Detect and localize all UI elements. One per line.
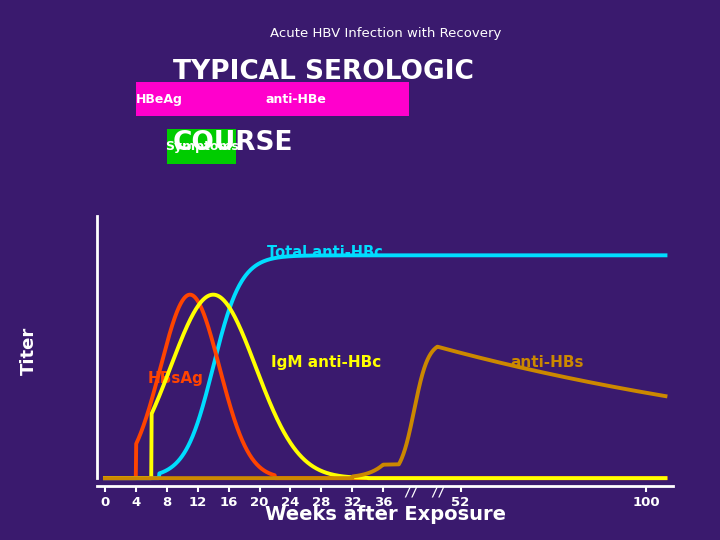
Bar: [136, 82, 182, 117]
Text: Symptoms: Symptoms: [165, 140, 238, 153]
Text: Titer: Titer: [19, 327, 38, 375]
Text: Acute HBV Infection with Recovery: Acute HBV Infection with Recovery: [269, 27, 501, 40]
Text: //: //: [402, 485, 418, 498]
Text: COURSE: COURSE: [173, 130, 293, 156]
Text: TYPICAL SEROLOGIC: TYPICAL SEROLOGIC: [173, 59, 474, 85]
Text: HBsAg: HBsAg: [148, 371, 203, 386]
Text: //: //: [430, 485, 445, 498]
Text: Weeks after Exposure: Weeks after Exposure: [265, 505, 505, 524]
Text: HBeAg: HBeAg: [135, 93, 182, 106]
Text: Total anti-HBc: Total anti-HBc: [267, 245, 383, 260]
Bar: [167, 130, 236, 164]
Text: IgM anti-HBc: IgM anti-HBc: [271, 355, 382, 370]
Text: anti-HBe: anti-HBe: [265, 93, 326, 106]
Text: anti-HBs: anti-HBs: [510, 355, 585, 370]
Bar: [182, 82, 409, 117]
